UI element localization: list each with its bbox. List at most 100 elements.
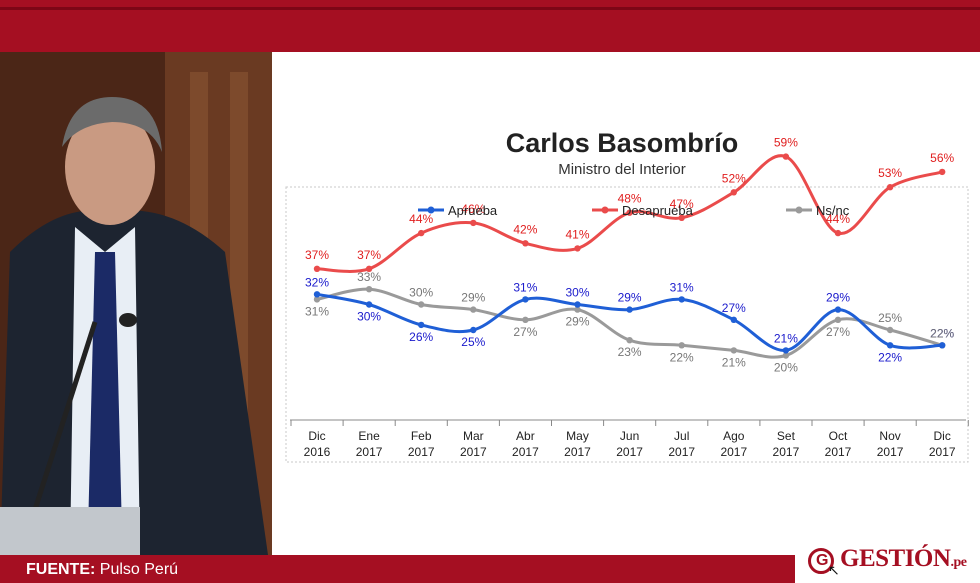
data-point xyxy=(678,296,685,303)
data-point xyxy=(939,342,946,349)
data-point xyxy=(574,301,581,308)
data-label: 27% xyxy=(513,325,537,339)
data-label: 53% xyxy=(878,166,902,180)
header-stripe xyxy=(0,7,980,10)
legend-marker xyxy=(427,206,435,214)
x-tick-label-part: 2017 xyxy=(773,445,800,459)
data-label: 31% xyxy=(670,280,694,294)
legend-marker xyxy=(601,206,609,214)
x-tick-label-part: Jun xyxy=(620,429,639,443)
x-tick-label: Abr 2017 xyxy=(512,429,539,459)
data-point xyxy=(782,352,790,359)
data-point xyxy=(365,286,373,293)
data-label: 44% xyxy=(826,212,850,226)
data-label: 21% xyxy=(722,355,746,369)
x-tick-label-part: Nov xyxy=(879,429,900,443)
data-point xyxy=(522,316,529,323)
data-label: 41% xyxy=(565,227,589,241)
x-tick-label: Feb 2017 xyxy=(408,429,435,459)
data-point xyxy=(470,306,477,313)
data-point xyxy=(313,296,321,303)
data-point xyxy=(470,326,477,334)
x-tick-label-part: 2017 xyxy=(356,445,383,459)
data-label: 52% xyxy=(722,171,746,185)
data-label: 22% xyxy=(930,326,954,340)
data-label: 37% xyxy=(357,248,381,262)
data-label: 32% xyxy=(305,275,329,289)
data-label: 21% xyxy=(774,331,798,345)
gestion-logo[interactable]: G GESTIÓN.pe xyxy=(808,544,980,580)
x-tick-label-part: Abr xyxy=(516,429,535,443)
data-point xyxy=(834,229,842,237)
data-point xyxy=(470,219,477,227)
data-point xyxy=(626,337,633,344)
x-tick-label-part: Ene xyxy=(358,429,380,443)
data-point xyxy=(365,301,373,308)
data-point xyxy=(418,229,425,237)
x-tick-label-part: Feb xyxy=(411,429,432,443)
logo-tld: .pe xyxy=(950,555,967,570)
x-tick-label-part: Ago xyxy=(723,429,745,443)
source-label: FUENTE: xyxy=(26,561,96,578)
data-label: 29% xyxy=(618,291,642,305)
x-tick-label: Jul 2017 xyxy=(668,429,695,459)
header-bar xyxy=(0,0,980,52)
data-label: 30% xyxy=(565,286,589,300)
chart-title: Carlos Basombrío xyxy=(505,128,739,158)
data-label: 31% xyxy=(305,304,329,318)
data-point xyxy=(678,342,685,349)
data-label: 46% xyxy=(461,202,485,216)
data-point xyxy=(834,316,842,323)
data-label: 22% xyxy=(878,350,902,364)
x-tick-label-part: 2017 xyxy=(616,445,643,459)
source-value: Pulso Perú xyxy=(99,561,179,578)
data-point xyxy=(522,240,529,247)
data-point xyxy=(939,168,946,176)
x-tick-label-part: 2017 xyxy=(564,445,591,459)
x-tick-label-part: 2017 xyxy=(929,445,956,459)
x-tick-label-part: 2017 xyxy=(408,445,435,459)
data-label: 27% xyxy=(722,301,746,315)
data-label: 42% xyxy=(513,222,537,236)
data-label: 25% xyxy=(461,335,485,349)
x-tick-label: Set 2017 xyxy=(773,429,800,459)
data-label: 23% xyxy=(618,345,642,359)
data-point xyxy=(782,347,790,354)
data-label: 25% xyxy=(878,311,902,325)
footer-bar xyxy=(0,555,795,583)
legend-label: Desaprueba xyxy=(622,203,694,218)
data-label: 22% xyxy=(930,326,954,340)
data-point xyxy=(626,209,633,216)
data-point xyxy=(678,214,685,221)
data-point xyxy=(730,189,737,196)
data-point xyxy=(626,306,633,313)
data-label: 33% xyxy=(357,270,381,284)
x-tick-label: Dic 2016 xyxy=(304,429,331,459)
plot-frame xyxy=(285,186,969,463)
x-tick-label-part: 2017 xyxy=(668,445,695,459)
data-label: 30% xyxy=(409,286,433,300)
data-label: 47% xyxy=(670,197,694,211)
data-label: 56% xyxy=(930,151,954,165)
x-tick-label: Nov 2017 xyxy=(877,429,904,459)
legend-marker xyxy=(795,206,803,214)
x-tick-label-part: Mar xyxy=(463,429,484,443)
data-point xyxy=(730,347,737,354)
x-tick-label-part: Jul xyxy=(674,429,689,443)
data-label: 20% xyxy=(774,361,798,375)
x-tick-label: May 2017 xyxy=(564,429,591,459)
data-label: 48% xyxy=(618,192,642,206)
logo-mark-icon: G xyxy=(808,548,834,574)
x-tick-label-part: 2017 xyxy=(460,445,487,459)
x-tick-label: Oct 2017 xyxy=(825,429,852,459)
data-point xyxy=(418,301,425,308)
legend-label: Ns/nc xyxy=(816,203,850,218)
data-label: 29% xyxy=(826,291,850,305)
data-point xyxy=(886,342,894,349)
x-tick-label-part: May xyxy=(566,429,589,443)
x-tick-label-part: Dic xyxy=(308,429,325,443)
data-point xyxy=(574,306,581,313)
chart-subtitle: Ministro del Interior xyxy=(558,161,686,178)
data-label: 22% xyxy=(670,350,694,364)
